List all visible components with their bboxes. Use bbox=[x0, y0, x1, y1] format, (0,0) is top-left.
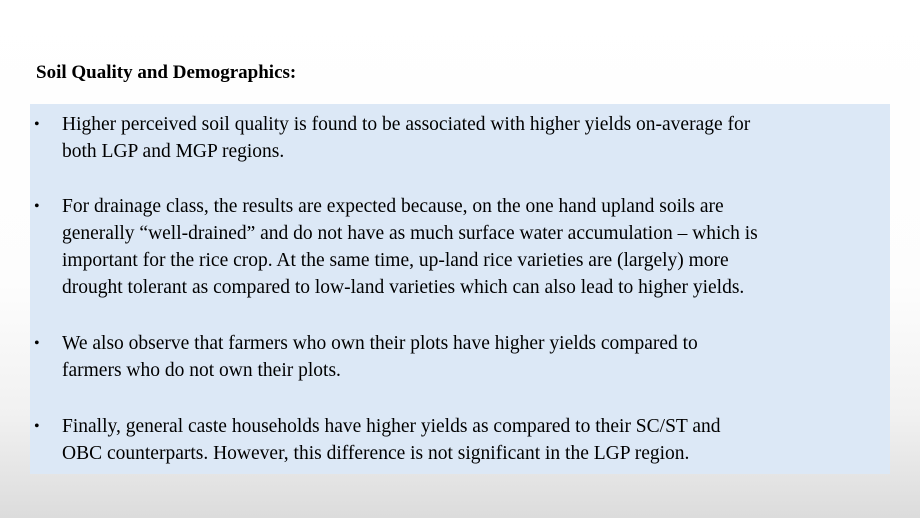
bullet-text: We also observe that farmers who own the… bbox=[62, 330, 887, 384]
bullet-line: farmers who do not own their plots. bbox=[62, 360, 341, 381]
bullet-line: Finally, general caste households have h… bbox=[62, 416, 721, 437]
slide-title: Soil Quality and Demographics: bbox=[36, 62, 297, 83]
bullet-dot-icon: • bbox=[34, 335, 40, 352]
bullet-dot-icon: • bbox=[34, 116, 40, 133]
bullet-text: For drainage class, the results are expe… bbox=[62, 193, 887, 301]
bullet-line: Higher perceived soil quality is found t… bbox=[62, 114, 751, 135]
bullet-text: Higher perceived soil quality is found t… bbox=[62, 111, 887, 165]
bullet-dot-icon: • bbox=[34, 198, 40, 215]
bullet-line: important for the rice crop. At the same… bbox=[62, 250, 729, 271]
bullet-line: both LGP and MGP regions. bbox=[62, 141, 285, 162]
bullet-line: OBC counterparts. However, this differen… bbox=[62, 443, 690, 464]
bullet-line: For drainage class, the results are expe… bbox=[62, 196, 724, 217]
bullet-line: generally “well-drained” and do not have… bbox=[62, 223, 758, 244]
bullet-line: drought tolerant as compared to low-land… bbox=[62, 277, 745, 298]
bullet-list-box: • Higher perceived soil quality is found… bbox=[30, 104, 890, 474]
bullet-dot-icon: • bbox=[34, 418, 40, 435]
bullet-line: We also observe that farmers who own the… bbox=[62, 333, 698, 354]
bullet-text: Finally, general caste households have h… bbox=[62, 413, 887, 467]
